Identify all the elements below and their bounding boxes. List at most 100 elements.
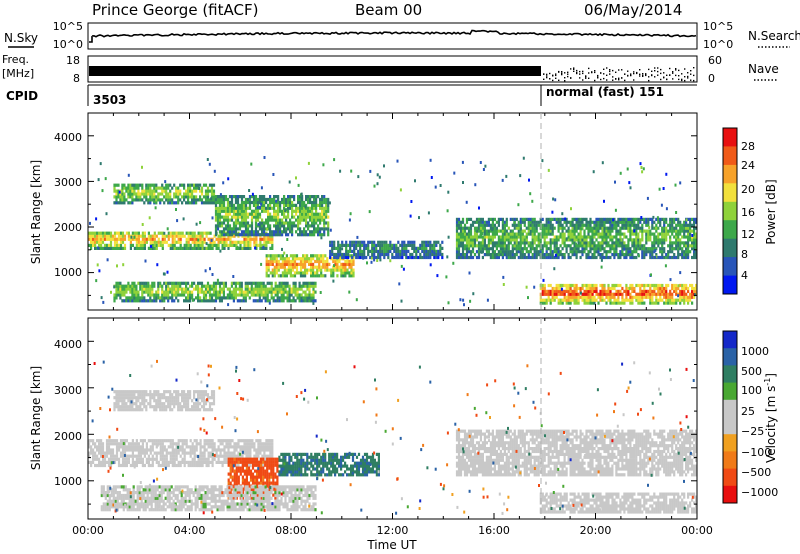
heatmap-cell: [304, 268, 307, 272]
heatmap-cell: [583, 298, 586, 302]
heatmap-cell: [457, 247, 461, 251]
heatmap-cell: [667, 283, 670, 288]
heatmap-cell: [691, 301, 694, 305]
nave-dot: [600, 72, 602, 74]
heatmap-speckle: [433, 251, 436, 255]
heatmap-cell: [625, 253, 628, 257]
heatmap-cell: [279, 262, 282, 266]
heatmap-cell: [207, 243, 210, 247]
heatmap-cell: [101, 240, 105, 244]
heatmap-cell: [627, 229, 630, 233]
heatmap-cell: [220, 287, 223, 291]
heatmap-cell: [385, 243, 388, 247]
power-panel-frame: [87, 112, 698, 311]
heatmap-cell: [244, 299, 247, 303]
heatmap-cell: [227, 246, 230, 250]
heatmap-cell: [611, 286, 614, 291]
heatmap-cell: [139, 195, 142, 199]
nave-dot: [678, 78, 680, 81]
heatmap-cell: [187, 243, 190, 247]
heatmap-cell: [256, 200, 260, 205]
heatmap-cell: [679, 253, 682, 257]
heatmap-speckle: [370, 260, 373, 264]
heatmap-cell: [193, 237, 196, 241]
heatmap-cell: [109, 237, 113, 241]
heatmap-cell: [121, 299, 124, 303]
heatmap-cell: [397, 246, 400, 250]
heatmap-cell: [280, 296, 283, 300]
heatmap-cell: [369, 255, 372, 260]
heatmap-cell: [575, 301, 578, 305]
nave-dot: [585, 75, 587, 77]
heatmap-cell: [501, 250, 504, 254]
heatmap-cell: [385, 249, 388, 253]
heatmap-cell: [551, 292, 554, 296]
heatmap-cell: [269, 246, 272, 250]
heatmap-cell: [151, 463, 154, 468]
heatmap-cell: [277, 259, 280, 264]
heatmap-speckle: [513, 221, 516, 225]
heatmap-cell: [601, 292, 604, 296]
heatmap-cell: [417, 246, 420, 250]
heatmap-cell: [189, 445, 192, 449]
heatmap-cell: [94, 454, 97, 458]
heatmap-cell: [261, 206, 264, 210]
heatmap-cell: [234, 215, 238, 219]
heatmap-cell: [465, 241, 469, 245]
heatmap-cell: [601, 289, 604, 293]
heatmap-cell: [523, 238, 526, 242]
heatmap-cell: [267, 268, 270, 272]
heatmap-cell: [348, 265, 351, 269]
heatmap-cell: [649, 292, 652, 296]
heatmap-cell: [469, 232, 473, 236]
heatmap-cell: [681, 286, 684, 291]
heatmap-cell: [231, 240, 234, 244]
heatmap-cell: [489, 247, 492, 251]
heatmap-speckle: [284, 209, 287, 213]
heatmap-cell: [587, 223, 590, 227]
heatmap-cell: [505, 253, 508, 257]
heatmap-cell: [475, 217, 479, 221]
heatmap-cell: [103, 237, 107, 241]
nave-dot: [651, 74, 653, 77]
heatmap-cell: [125, 454, 128, 458]
heatmap-cell: [527, 223, 530, 227]
heatmap-cell: [309, 206, 312, 210]
heatmap-cell: [695, 232, 698, 236]
heatmap-speckle: [447, 235, 450, 239]
heatmap-cell: [151, 281, 154, 285]
heatmap-cell: [669, 217, 672, 221]
heatmap-cell: [539, 217, 542, 221]
heatmap-cell: [214, 224, 218, 228]
heatmap-cell: [183, 439, 186, 443]
heatmap-cell: [177, 460, 180, 464]
heatmap-cell: [125, 457, 128, 461]
heatmap-cell: [269, 195, 272, 199]
heatmap-cell: [611, 244, 614, 248]
heatmap-cell: [167, 287, 170, 291]
heatmap-cell: [216, 209, 220, 213]
heatmap-cell: [581, 283, 584, 288]
heatmap-cell: [687, 286, 690, 291]
heatmap-cell: [199, 281, 202, 285]
heatmap-speckle: [95, 217, 98, 221]
heatmap-cell: [581, 247, 584, 251]
heatmap-speckle: [251, 192, 254, 196]
heatmap-cell: [481, 241, 484, 245]
heatmap-cell: [304, 254, 307, 258]
heatmap-cell: [383, 243, 386, 247]
heatmap-cell: [529, 232, 532, 236]
heatmap-cell: [287, 259, 290, 264]
heatmap-cell: [541, 292, 544, 296]
heatmap-cell: [539, 298, 542, 302]
heatmap-cell: [621, 286, 624, 291]
heatmap-cell: [355, 252, 358, 257]
heatmap-cell: [199, 246, 202, 250]
nave-dot: [681, 73, 683, 75]
heatmap-cell: [123, 237, 127, 241]
heatmap-cell: [210, 296, 214, 300]
heatmap-cell: [635, 295, 638, 299]
heatmap-cell: [348, 262, 351, 266]
heatmap-cell: [539, 238, 542, 242]
heatmap-cell: [177, 284, 180, 288]
